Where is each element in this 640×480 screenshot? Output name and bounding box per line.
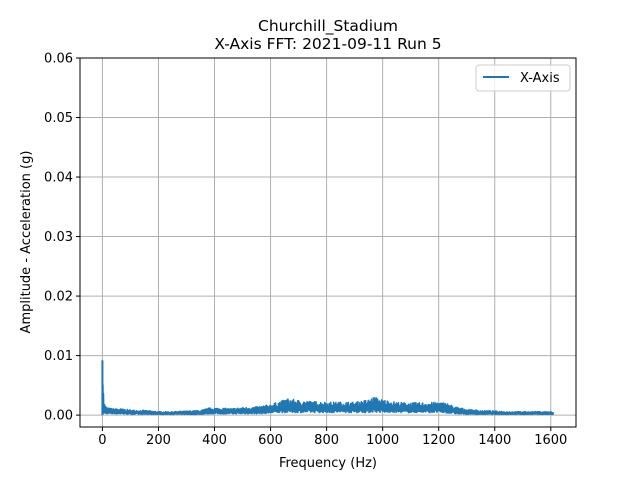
x-tick-label: 400 xyxy=(202,433,227,448)
y-tick-label: 0.02 xyxy=(44,290,73,305)
x-ticks: 0 200 400 600 800 1000 1200 1400 1600 xyxy=(98,427,567,448)
x-tick-label: 1400 xyxy=(478,433,511,448)
chart-title: Churchill_Stadium xyxy=(258,17,398,36)
y-ticks: 0.00 0.01 0.02 0.03 0.04 0.05 0.06 xyxy=(44,52,80,424)
x-tick-label: 800 xyxy=(314,433,339,448)
x-axis-label: Frequency (Hz) xyxy=(279,456,377,471)
x-tick-label: 200 xyxy=(146,433,171,448)
x-tick-label: 600 xyxy=(258,433,283,448)
chart-subtitle: X-Axis FFT: 2021-09-11 Run 5 xyxy=(214,35,441,53)
y-tick-label: 0.03 xyxy=(44,230,73,245)
y-tick-label: 0.04 xyxy=(44,171,73,186)
series-x-axis xyxy=(101,360,555,416)
legend-box xyxy=(475,64,571,92)
y-tick-label: 0.01 xyxy=(44,349,73,364)
y-axis-label: Amplitude - Acceleration (g) xyxy=(19,151,34,334)
x-tick-label: 1200 xyxy=(422,433,455,448)
x-tick-label: 1600 xyxy=(534,433,567,448)
plot-frame xyxy=(79,57,577,428)
x-tick-label: 0 xyxy=(98,433,106,448)
y-tick-label: 0.05 xyxy=(44,111,73,126)
series-line-x-axis xyxy=(101,384,555,416)
legend-label-x-axis: X-Axis xyxy=(520,71,560,86)
legend: X-Axis xyxy=(475,64,571,92)
grid-lines xyxy=(80,57,576,427)
x-tick-label: 1000 xyxy=(366,433,399,448)
y-tick-label: 0.00 xyxy=(44,409,73,424)
y-tick-label: 0.06 xyxy=(44,52,73,67)
